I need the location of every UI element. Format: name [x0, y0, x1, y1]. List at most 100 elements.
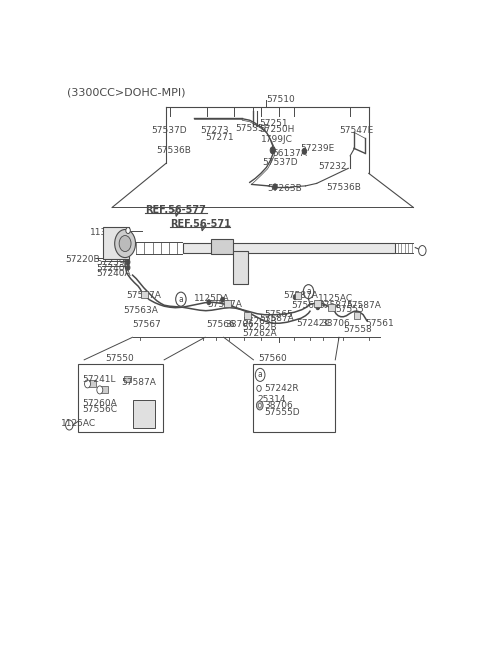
Bar [124, 376, 131, 382]
Text: 57556C: 57556C [83, 405, 117, 414]
Circle shape [257, 385, 261, 391]
Text: 57587A: 57587A [126, 291, 161, 300]
Circle shape [119, 240, 126, 249]
Text: 57241L: 57241L [83, 376, 116, 384]
Circle shape [255, 368, 265, 381]
Bar [328, 303, 335, 311]
Bar [132, 400, 155, 428]
Bar [89, 380, 96, 387]
Text: 57547E: 57547E [339, 126, 373, 135]
Text: 57271: 57271 [205, 133, 234, 142]
Circle shape [303, 284, 314, 299]
Text: 57563A: 57563A [123, 306, 158, 314]
Bar [295, 292, 301, 299]
Circle shape [207, 299, 211, 305]
Text: 56137A: 56137A [272, 149, 307, 158]
Text: 57536B: 57536B [326, 183, 361, 192]
Circle shape [66, 420, 73, 430]
Text: 38706: 38706 [322, 319, 350, 328]
Text: REF.56-577: REF.56-577 [145, 206, 206, 215]
Text: 57535F: 57535F [235, 124, 269, 133]
Bar [142, 291, 148, 298]
Bar [244, 312, 251, 319]
Text: a: a [258, 370, 263, 380]
Bar [101, 386, 108, 393]
Text: a: a [179, 295, 183, 303]
Text: 1125DA: 1125DA [194, 294, 229, 303]
Bar [233, 251, 248, 284]
Text: a: a [306, 287, 311, 296]
Text: 57273: 57273 [201, 126, 229, 135]
Text: 38706: 38706 [264, 401, 293, 410]
Circle shape [273, 184, 277, 190]
Circle shape [221, 297, 225, 302]
Text: 57537D: 57537D [263, 158, 299, 167]
Text: 57565: 57565 [264, 311, 293, 319]
Text: 57263B: 57263B [267, 184, 301, 193]
Bar [183, 243, 395, 253]
Circle shape [316, 305, 320, 310]
Circle shape [419, 245, 426, 256]
Text: (3300CC>DOHC-MPI): (3300CC>DOHC-MPI) [67, 87, 185, 97]
Bar [224, 300, 231, 307]
Text: 57239E: 57239E [96, 258, 131, 267]
Text: 57262A: 57262A [242, 329, 277, 338]
Text: 57555: 57555 [335, 305, 364, 314]
Circle shape [126, 227, 130, 234]
Text: 57555D: 57555D [264, 408, 300, 417]
Circle shape [97, 386, 103, 394]
Bar [252, 364, 335, 432]
Text: 57242R: 57242R [264, 384, 299, 393]
Circle shape [115, 230, 135, 258]
Bar [78, 364, 163, 432]
Text: 57263B: 57263B [242, 317, 277, 326]
Bar [353, 312, 360, 319]
Circle shape [126, 260, 130, 264]
Text: 11302: 11302 [90, 227, 119, 236]
Text: 57240A: 57240A [96, 269, 131, 278]
Text: 57587A: 57587A [318, 301, 353, 310]
Text: 57260A: 57260A [83, 399, 117, 408]
Circle shape [270, 146, 276, 154]
Circle shape [144, 292, 147, 297]
Text: 57537D: 57537D [151, 126, 187, 135]
Text: 57587A: 57587A [207, 300, 242, 309]
Circle shape [126, 265, 130, 270]
Text: 57587A: 57587A [283, 290, 318, 299]
Bar [103, 227, 129, 258]
Text: 57558: 57558 [344, 326, 372, 334]
Text: 57561: 57561 [365, 319, 394, 328]
Text: 57587A: 57587A [121, 378, 156, 387]
Circle shape [176, 292, 186, 306]
Circle shape [256, 401, 263, 410]
Text: 57550: 57550 [106, 354, 134, 363]
Circle shape [302, 148, 307, 154]
Text: REF.56-571: REF.56-571 [170, 219, 230, 230]
Text: 57242C: 57242C [296, 319, 331, 328]
Text: 57563A: 57563A [291, 301, 326, 310]
Bar [211, 238, 233, 254]
Circle shape [84, 380, 91, 388]
Text: 57536B: 57536B [156, 146, 191, 155]
Circle shape [258, 404, 261, 408]
Text: 57560: 57560 [258, 354, 287, 363]
Text: 57587A: 57587A [259, 314, 294, 323]
Text: 57220B: 57220B [65, 255, 99, 264]
Text: 38706: 38706 [226, 320, 254, 329]
Text: 57262B: 57262B [242, 323, 277, 332]
Text: 1125AC: 1125AC [318, 294, 353, 303]
Circle shape [119, 236, 131, 251]
Text: 57566: 57566 [206, 320, 235, 329]
Text: 1125AC: 1125AC [61, 419, 96, 428]
Text: 57251: 57251 [259, 118, 288, 128]
Text: 57239E: 57239E [300, 144, 334, 153]
Text: 57250H: 57250H [259, 125, 295, 133]
Text: 25314: 25314 [257, 395, 286, 404]
Text: 57587A: 57587A [347, 301, 381, 310]
Text: 57567: 57567 [132, 320, 161, 329]
Circle shape [293, 295, 297, 299]
Text: 57232: 57232 [319, 162, 347, 171]
Bar [314, 300, 321, 307]
Text: 57240: 57240 [96, 264, 125, 273]
Text: 1799JC: 1799JC [261, 135, 293, 144]
